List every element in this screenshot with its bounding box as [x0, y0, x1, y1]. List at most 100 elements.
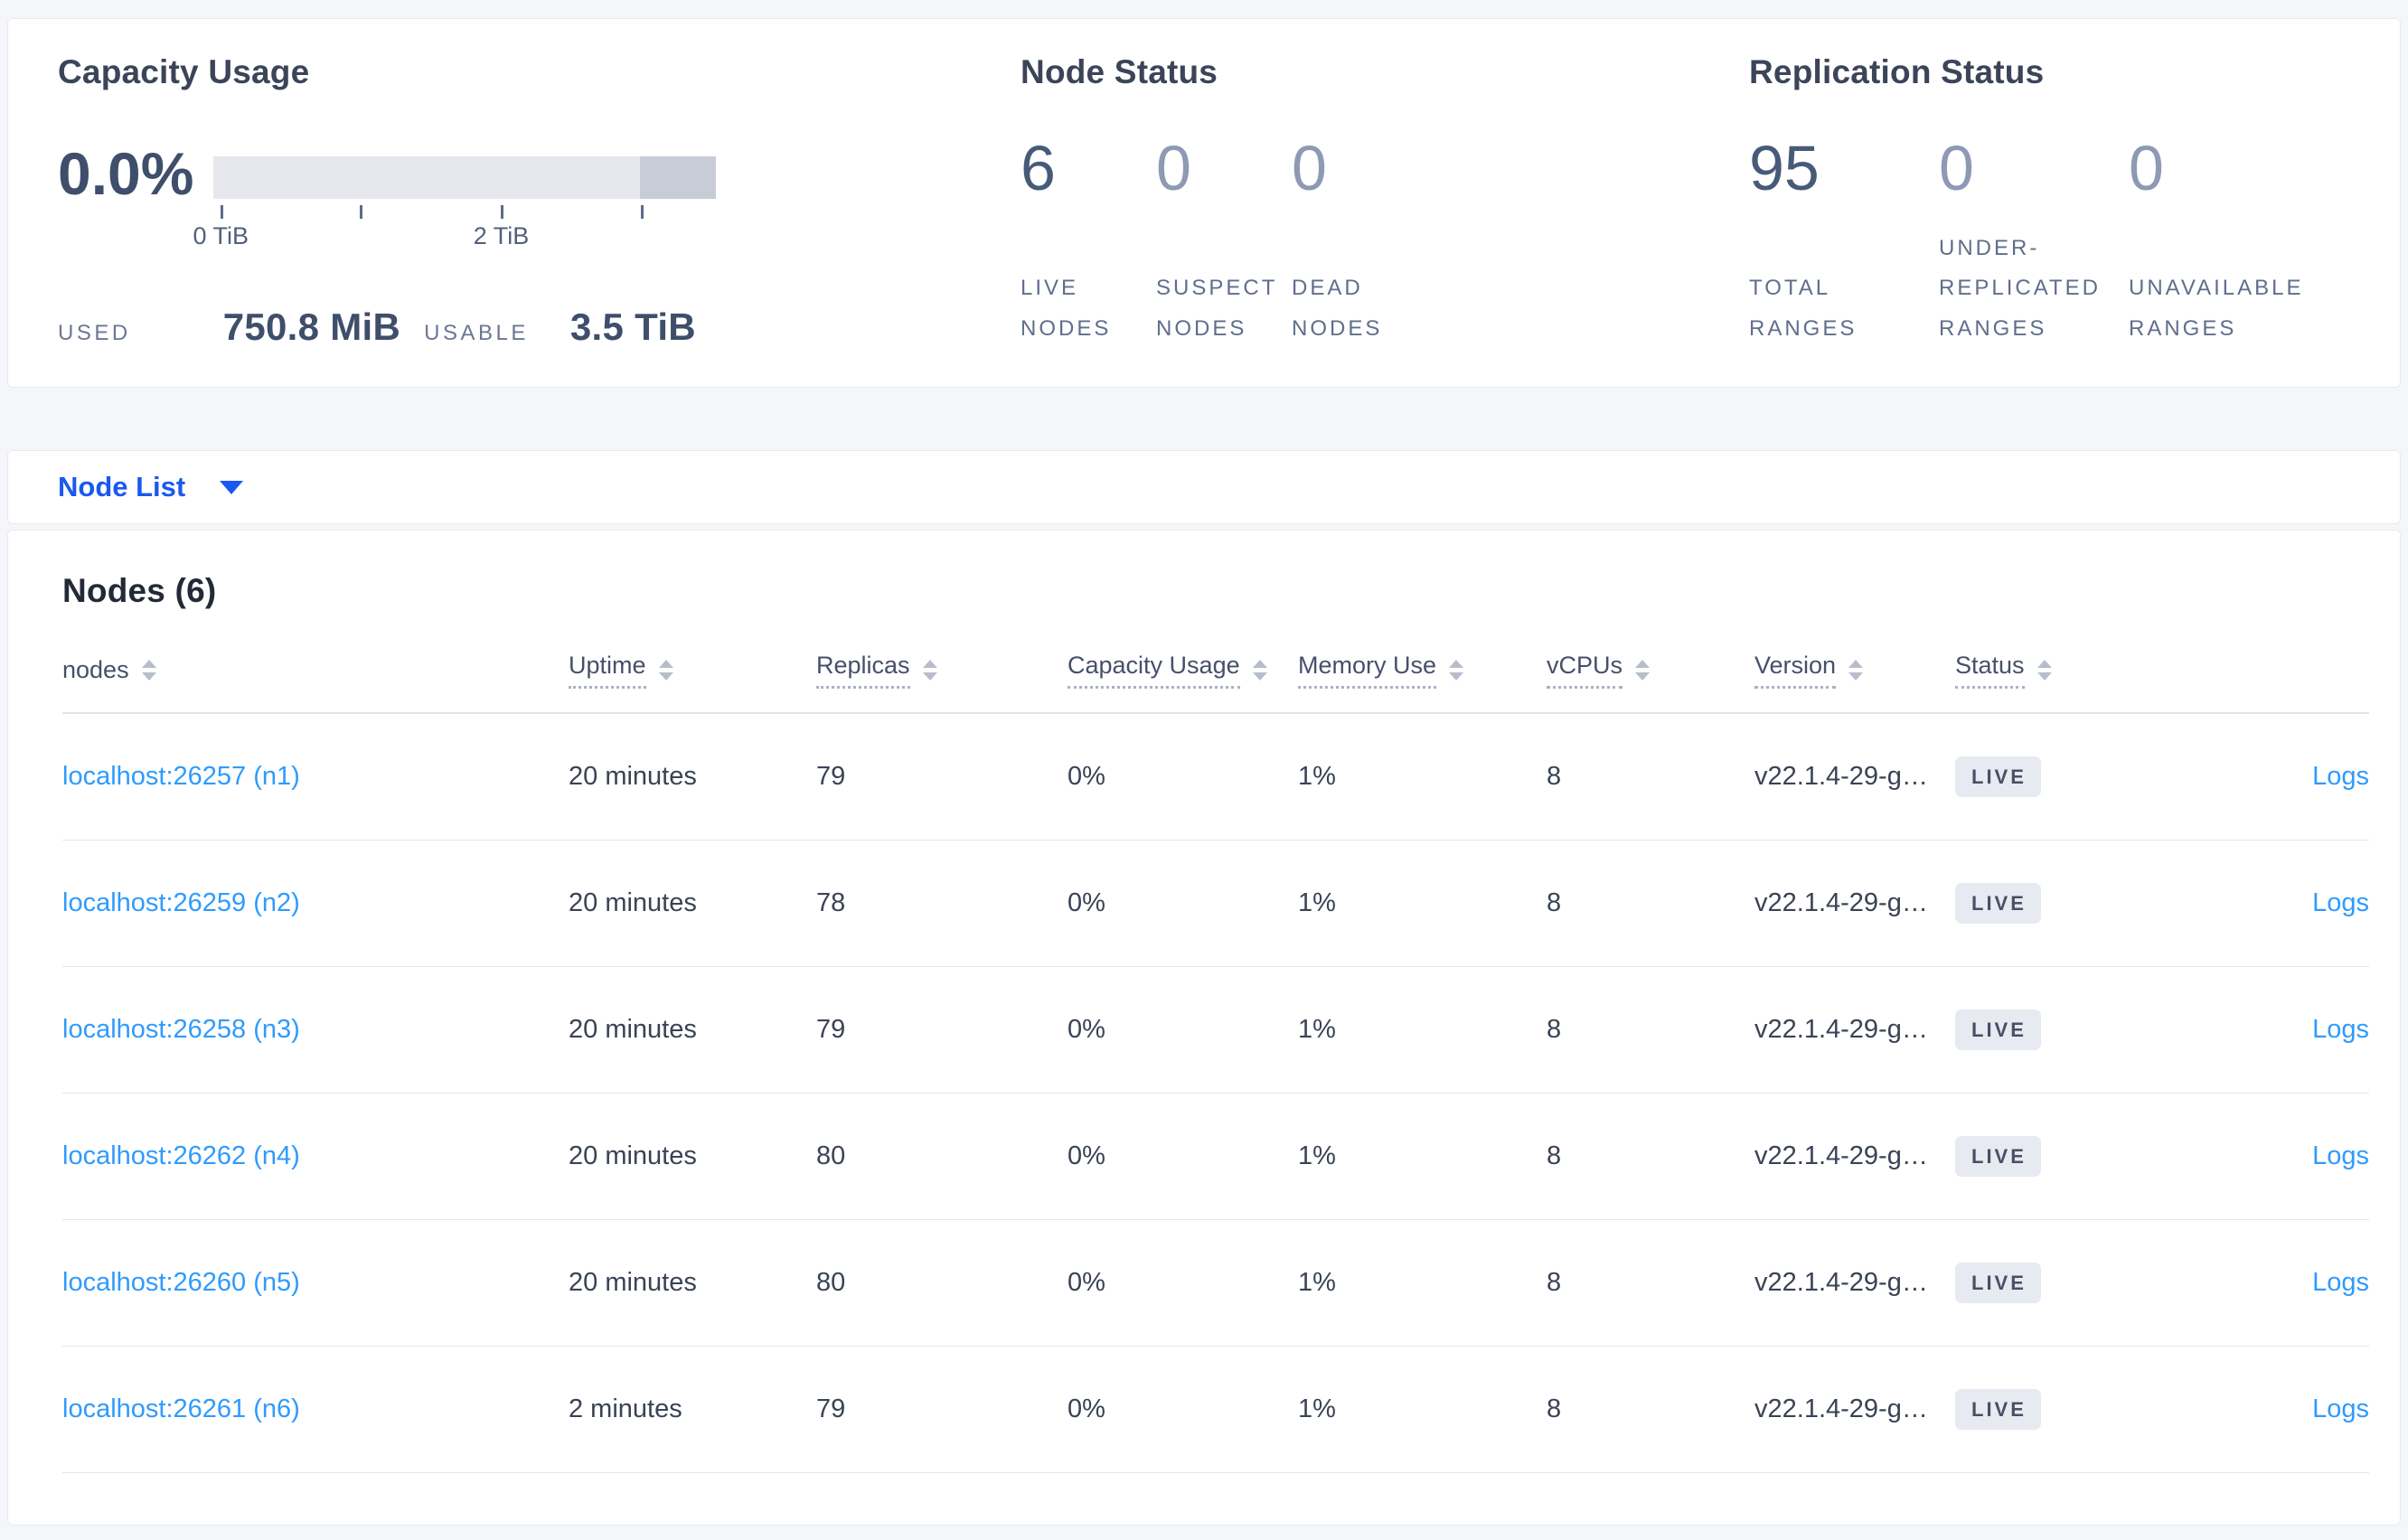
status-badge: LIVE [1955, 756, 2041, 797]
replicas-cell: 79 [816, 713, 1068, 840]
table-row: localhost:26261 (n6) 2 minutes 79 0% 1% … [62, 1346, 2369, 1473]
node-link[interactable]: localhost:26260 (n5) [62, 1267, 300, 1297]
status-badge: LIVE [1955, 1388, 2041, 1430]
node-link[interactable]: localhost:26261 (n6) [62, 1394, 300, 1423]
tick-mark [221, 205, 224, 219]
logs-link[interactable]: Logs [2312, 1141, 2369, 1170]
column-header-vcpus[interactable]: vCPUs [1547, 617, 1754, 714]
column-header-memory-use[interactable]: Memory Use [1298, 617, 1547, 714]
version-cell: v22.1.4-29-g… [1754, 1093, 1955, 1220]
capacity-cell: 0% [1068, 1346, 1298, 1473]
tick-label-0tib: 0 TiB [193, 222, 249, 249]
memory-cell: 1% [1298, 1093, 1547, 1220]
replicas-cell: 79 [816, 1346, 1068, 1473]
total-ranges-value: 95 [1749, 133, 1820, 203]
capacity-bar-tick-labels: 0 TiB 2 TiB [193, 222, 716, 251]
replication-status-stats: 95 TOTAL RANGES 0 UNDER-REPLICATED RANGE… [1749, 124, 2346, 349]
capacity-chart: 0.0% 0 TiB 2 TiB [58, 138, 1021, 251]
node-list-dropdown[interactable]: Node List [58, 471, 244, 503]
uptime-cell: 20 minutes [569, 713, 816, 840]
version-cell: v22.1.4-29-g… [1754, 713, 1955, 840]
dead-nodes-stat: 0 DEAD NODES [1292, 124, 1427, 349]
tick-mark [359, 205, 362, 219]
capacity-bar-chart: 0 TiB 2 TiB [193, 156, 717, 251]
used-value: 750.8 MiB [222, 305, 401, 348]
nodes-title: Nodes (6) [62, 572, 217, 609]
vcpus-cell: 8 [1547, 840, 1754, 967]
node-link[interactable]: localhost:26258 (n3) [62, 1014, 300, 1044]
replicas-cell: 79 [816, 966, 1068, 1094]
under-replicated-ranges-stat: 0 UNDER-REPLICATED RANGES [1939, 124, 2129, 349]
version-cell: v22.1.4-29-g… [1754, 966, 1955, 1094]
sort-icon [1635, 660, 1651, 681]
table-row: localhost:26260 (n5) 20 minutes 80 0% 1%… [62, 1219, 2369, 1347]
logs-link[interactable]: Logs [2312, 761, 2369, 791]
nodes-table: nodes Uptime Replicas Capacity Usage Mem… [62, 617, 2369, 1473]
sort-icon [141, 660, 156, 681]
dead-nodes-label: DEAD NODES [1292, 276, 1383, 341]
capacity-usage-section: Capacity Usage 0.0% 0 TiB 2 TiB [58, 53, 1021, 349]
version-cell: v22.1.4-29-g… [1754, 1219, 1955, 1347]
capacity-percent-value: 0.0% [58, 140, 194, 207]
version-cell: v22.1.4-29-g… [1754, 840, 1955, 967]
total-ranges-stat: 95 TOTAL RANGES [1749, 124, 1939, 349]
column-header-status[interactable]: Status [1955, 617, 2172, 714]
nodes-card: Nodes (6) nodes Uptime Replicas [7, 530, 2401, 1526]
live-nodes-label: LIVE NODES [1021, 276, 1112, 341]
capacity-cell: 0% [1068, 840, 1298, 967]
logs-link[interactable]: Logs [2312, 1267, 2369, 1297]
capacity-cell: 0% [1068, 713, 1298, 840]
vcpus-cell: 8 [1547, 1219, 1754, 1347]
logs-link[interactable]: Logs [2312, 1014, 2369, 1044]
uptime-cell: 20 minutes [569, 966, 816, 1094]
capacity-bar-reserved-segment [640, 156, 717, 199]
uptime-cell: 20 minutes [569, 840, 816, 967]
memory-cell: 1% [1298, 966, 1547, 1094]
suspect-nodes-value: 0 [1156, 133, 1191, 203]
status-badge: LIVE [1955, 882, 2041, 924]
sort-icon [2036, 660, 2052, 681]
memory-cell: 1% [1298, 713, 1547, 840]
total-ranges-label: TOTAL RANGES [1749, 276, 1858, 341]
status-badge: LIVE [1955, 1262, 2041, 1303]
under-replicated-ranges-value: 0 [1939, 133, 1974, 203]
table-header-row: nodes Uptime Replicas Capacity Usage Mem… [62, 617, 2369, 714]
vcpus-cell: 8 [1547, 713, 1754, 840]
tick-label-2tib: 2 TiB [473, 222, 530, 249]
column-header-replicas[interactable]: Replicas [816, 617, 1068, 714]
capacity-usage-title: Capacity Usage [58, 53, 310, 90]
suspect-nodes-stat: 0 SUSPECT NODES [1156, 124, 1292, 349]
uptime-cell: 20 minutes [569, 1093, 816, 1220]
node-link[interactable]: localhost:26262 (n4) [62, 1141, 300, 1170]
capacity-bar-track [213, 156, 717, 199]
node-link[interactable]: localhost:26257 (n1) [62, 761, 300, 791]
tick-mark [641, 205, 644, 219]
cluster-summary-card: Capacity Usage 0.0% 0 TiB 2 TiB [7, 18, 2401, 388]
sort-icon [1848, 660, 1864, 681]
column-header-version[interactable]: Version [1754, 617, 1955, 714]
capacity-bar-ticks [213, 199, 716, 219]
unavailable-ranges-label: UNAVAILABLE RANGES [2129, 276, 2304, 341]
usable-label: USABLE [424, 321, 529, 345]
replication-status-section: Replication Status 95 TOTAL RANGES 0 UND… [1749, 53, 2346, 349]
uptime-cell: 2 minutes [569, 1346, 816, 1473]
vcpus-cell: 8 [1547, 966, 1754, 1094]
column-header-capacity-usage[interactable]: Capacity Usage [1068, 617, 1298, 714]
table-row: localhost:26259 (n2) 20 minutes 78 0% 1%… [62, 840, 2369, 967]
capacity-cell: 0% [1068, 1219, 1298, 1347]
memory-cell: 1% [1298, 840, 1547, 967]
live-nodes-value: 6 [1021, 133, 1056, 203]
table-row: localhost:26258 (n3) 20 minutes 79 0% 1%… [62, 966, 2369, 1094]
column-header-logs [2172, 617, 2369, 714]
under-replicated-ranges-label: UNDER-REPLICATED RANGES [1939, 235, 2101, 341]
node-status-title: Node Status [1021, 53, 1218, 90]
live-nodes-stat: 6 LIVE NODES [1021, 124, 1156, 349]
replication-status-title: Replication Status [1749, 53, 2045, 90]
column-header-uptime[interactable]: Uptime [569, 617, 816, 714]
node-link[interactable]: localhost:26259 (n2) [62, 887, 300, 917]
logs-link[interactable]: Logs [2312, 887, 2369, 917]
logs-link[interactable]: Logs [2312, 1394, 2369, 1423]
replicas-cell: 80 [816, 1093, 1068, 1220]
tick-mark [501, 205, 504, 219]
column-header-nodes[interactable]: nodes [62, 617, 569, 714]
